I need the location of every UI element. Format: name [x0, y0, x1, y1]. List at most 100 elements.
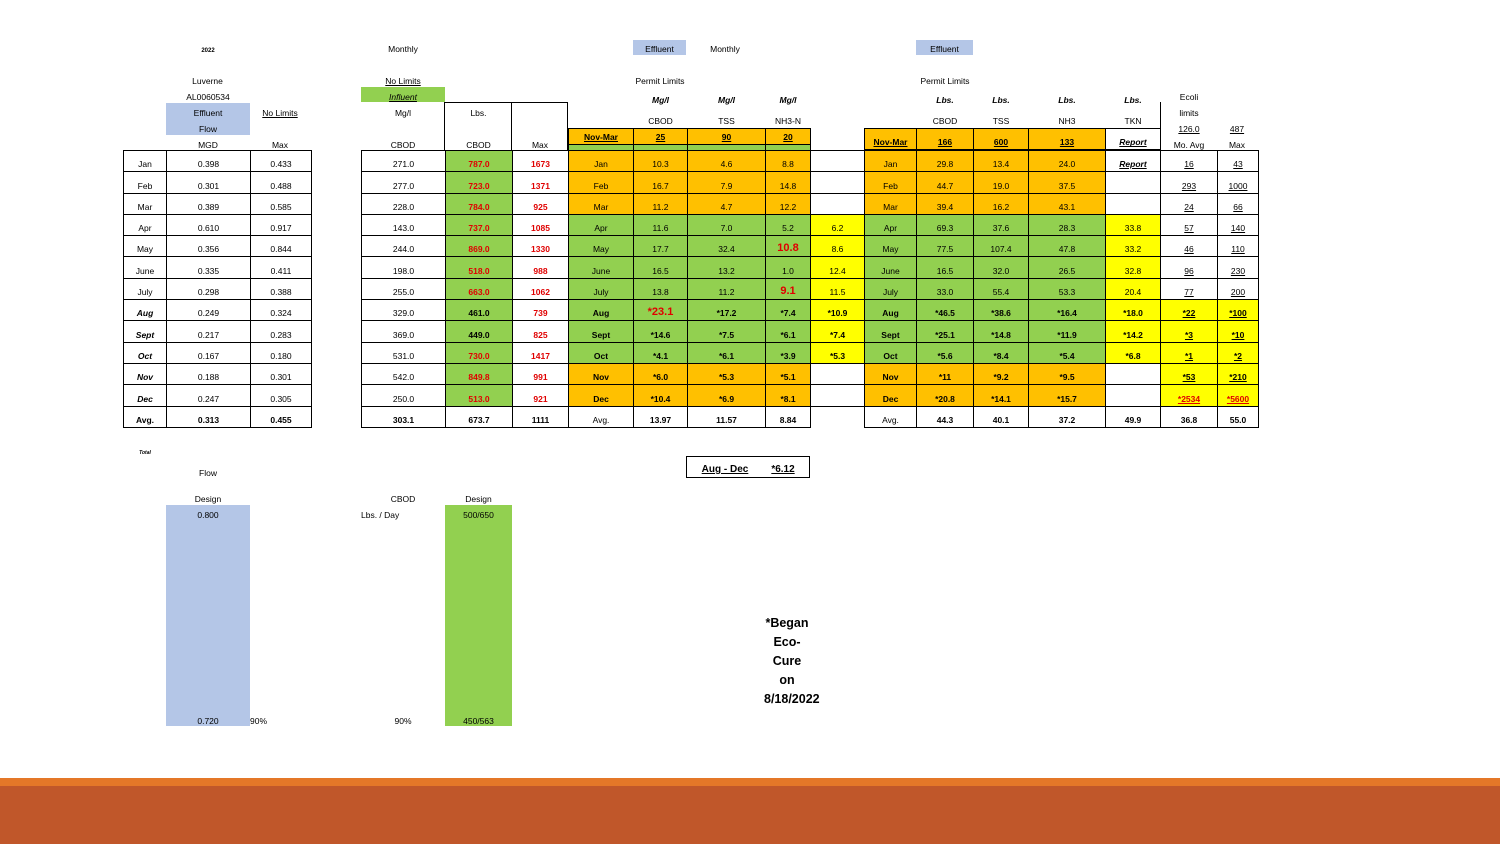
aug-dec-label: Aug - Dec [701, 464, 749, 475]
unit-cell: Mg/l [652, 95, 669, 106]
unit-row: Mg/lMg/lMg/lMg/l [569, 86, 811, 107]
table-row: June 0.335 0.411 [123, 256, 312, 279]
ecoli-limit-avg: 126.0 [1178, 124, 1200, 134]
load-value-cell [1105, 384, 1161, 407]
conc-value-cell [810, 171, 865, 194]
table-row: Apr 0.610 0.917 [123, 213, 312, 237]
influent-mgl-cell: 228.0 [361, 192, 446, 215]
conc-value-cell: 32.4 [687, 235, 766, 258]
effluent-label-3: Effluent [930, 44, 959, 54]
influent-mgl-cell: 244.0 [361, 235, 446, 258]
load-value-cell: 16.5 [916, 256, 974, 279]
flow-mgd-cell: 0.335 [166, 256, 251, 279]
monthly-label-1: Monthly [388, 44, 418, 54]
load-value-cell: 37.5 [1028, 171, 1106, 194]
table-row: June 16.5 13.2 1.0 12.4 [568, 256, 865, 279]
influent-mgl-cell: 143.0 [361, 213, 446, 237]
load-value-cell: 26.5 [1028, 256, 1106, 279]
table-row: *1 *2 [1160, 341, 1259, 364]
table-row: July 13.8 11.2 9.1 11.5 [568, 277, 865, 301]
conc-value-cell: *10.9 [810, 299, 865, 322]
ecoli-avg-cell: 57 [1160, 213, 1218, 237]
conc-value-cell: 6.2 [810, 213, 865, 237]
flow-max-cell: 0.283 [250, 320, 312, 343]
avg-label-cell: Avg. [568, 405, 634, 428]
conc-value-cell: 8.6 [810, 235, 865, 258]
load-value-cell: *5.4 [1028, 341, 1106, 364]
limit-cell: 600 [973, 128, 1029, 151]
load-value-cell: 43.1 [1028, 192, 1106, 215]
table-row: Oct 0.167 0.180 [123, 341, 312, 364]
influent-max-cell: 825 [512, 320, 569, 343]
influent-mgl-cell: 255.0 [361, 277, 446, 301]
load-value-cell: 20.4 [1105, 277, 1161, 301]
aug-dec-value: *6.12 [771, 464, 795, 475]
influent-label: Influent [389, 92, 417, 102]
table-row: 277.0 723.0 1371 [361, 171, 569, 194]
ecoli-max-cell: 1000 [1217, 171, 1259, 194]
no-limits-flow: No Limits [262, 108, 298, 118]
flow-max-cell: 0.388 [250, 277, 312, 301]
load-value-cell: 33.2 [1105, 235, 1161, 258]
flow-col-max: Max [271, 140, 289, 150]
ecoli-header-divider [1160, 102, 1161, 150]
influent-lbs-cell: 518.0 [445, 256, 513, 279]
month-cell: Oct [568, 341, 634, 364]
conc-value-cell: *17.2 [687, 299, 766, 322]
flow-max-cell: 0.301 [250, 362, 312, 386]
total-label: Total [139, 450, 151, 456]
design-label-flow: Design [194, 494, 222, 504]
flow-mgd-cell: 0.610 [166, 213, 251, 237]
influent-unit-lbs: Lbs. [470, 108, 487, 118]
load-value-cell: 24.0 [1028, 149, 1106, 173]
design-cbod-label: CBOD [390, 494, 416, 504]
load-value-cell: 47.8 [1028, 235, 1106, 258]
table-row: *2534 *5600 [1160, 384, 1259, 407]
avg-row: Avg. 44.3 40.1 37.2 49.9 [864, 405, 1161, 428]
permit-id: AL0060534 [186, 92, 230, 102]
unit-cell: Lbs. [1124, 95, 1142, 106]
cbod-design-value: 500/650 [463, 510, 494, 520]
influent-lbs-cell: 869.0 [445, 235, 513, 258]
month-cell: May [123, 235, 167, 258]
ecoli-avg-cell: 24 [1160, 192, 1218, 215]
flow-table: Jan 0.398 0.433 Feb 0.301 0.488 Mar 0.389 0.585 A… [123, 149, 312, 428]
ecoli-max-cell: 230 [1217, 256, 1259, 279]
influent-max-cell: 1085 [512, 213, 569, 237]
month-cell: May [568, 235, 634, 258]
influent-header-fill [361, 87, 445, 102]
month-cell: Apr [123, 213, 167, 237]
load-value-cell: *9.2 [973, 362, 1029, 386]
season-label-cell: Nov-Mar [568, 128, 634, 146]
load-value-cell: *5.6 [916, 341, 974, 364]
permit-limits-2: Permit Limits [920, 76, 970, 86]
ecoli-table: 16 43 293 1000 24 66 57 140 46 110 96 230 77 200 *22 *1… [1160, 149, 1259, 428]
load-value-cell: 33.8 [1105, 213, 1161, 237]
conc-value-cell: *5.1 [765, 362, 811, 386]
load-value-cell: 44.7 [916, 171, 974, 194]
conc-value-cell: *3.9 [765, 341, 811, 364]
month-cell: Apr [568, 213, 634, 237]
load-value-cell: *14.1 [973, 384, 1029, 407]
load-value-cell: 37.6 [973, 213, 1029, 237]
flow-design-value: 0.800 [197, 510, 219, 520]
param-cell: CBOD [648, 116, 673, 127]
param-cell: TSS [992, 116, 1010, 127]
influent-col-max: Max [531, 140, 549, 150]
influent-unit-mgl: Mg/l [394, 108, 412, 118]
influent-mgl-cell: 369.0 [361, 320, 446, 343]
conc-value-cell: *6.9 [687, 384, 766, 407]
influent-mgl-cell: 277.0 [361, 171, 446, 194]
conc-value-cell: 4.6 [687, 149, 766, 173]
load-table: Jan 29.8 13.4 24.0 Feb 44.7 19.0 37.5 Mar 39.4 16.… [864, 149, 1161, 428]
conc-value-cell: 11.2 [687, 277, 766, 301]
month-cell: Sept [123, 320, 167, 343]
flow-max-cell: 0.488 [250, 171, 312, 194]
table-row: 24 66 [1160, 192, 1259, 215]
table-row: Dec 0.247 0.305 [123, 384, 312, 407]
influent-header-box [444, 102, 568, 150]
load-value-cell: 69.3 [916, 213, 974, 237]
load-value-cell: 28.3 [1028, 213, 1106, 237]
table-row: Dec *20.8 *14.1 *15.7 [864, 384, 1161, 407]
month-cell: Dec [123, 384, 167, 407]
